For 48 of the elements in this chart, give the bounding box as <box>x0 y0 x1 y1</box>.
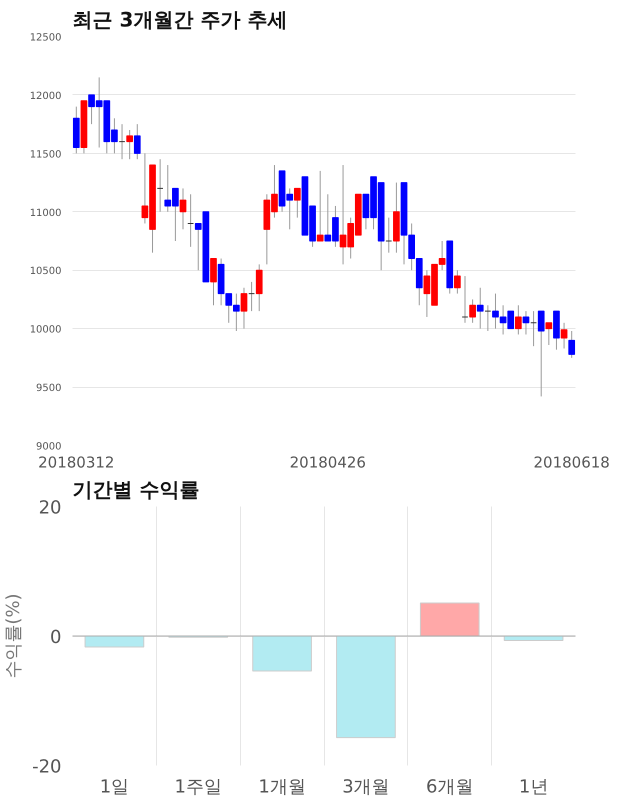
candlestick <box>462 276 468 324</box>
x-tick-label: 1주일 <box>174 776 222 798</box>
candlestick <box>469 298 476 324</box>
candlestick <box>385 217 392 254</box>
candlestick <box>530 310 537 347</box>
candlestick <box>316 170 324 242</box>
y-tick-label: 9500 <box>36 383 62 394</box>
y-tick-label: 10500 <box>30 266 62 278</box>
candlestick <box>156 158 164 212</box>
candlestick <box>545 322 552 346</box>
y-tick-label: 20 <box>38 498 62 518</box>
candlestick <box>514 304 522 335</box>
candlestick <box>568 330 576 358</box>
x-tick-label: 1년 <box>518 776 548 798</box>
candlestick <box>126 129 134 160</box>
candlestick <box>240 287 248 330</box>
y-tick-label: 12500 <box>30 32 62 44</box>
candlestick <box>484 304 492 332</box>
candlestick <box>294 188 301 218</box>
y-tick-label: 11500 <box>30 149 62 160</box>
y-tick-label: -20 <box>32 756 62 778</box>
x-tick-label: 20180618 <box>534 454 610 472</box>
x-tick-label: 1개월 <box>258 776 306 798</box>
candlestick <box>454 270 461 294</box>
x-tick-label: 1일 <box>100 776 130 798</box>
candlestick <box>180 188 186 230</box>
y-tick-label: 12000 <box>30 90 62 102</box>
chart-title: 기간별 수익률 <box>72 478 200 502</box>
y-axis-title: 수익률(%) <box>3 593 24 679</box>
x-tick-label: 20180426 <box>290 454 366 472</box>
candlestick <box>256 264 263 312</box>
candlestick <box>134 124 141 160</box>
candlestick <box>560 322 568 350</box>
y-tick-label: 10000 <box>30 324 62 336</box>
candlestick <box>538 310 545 397</box>
chart-title: 최근 3개월간 주가 추세 <box>72 8 288 32</box>
candlestick <box>210 258 217 306</box>
candlestick <box>522 310 530 335</box>
candlestick <box>476 287 484 330</box>
x-tick-label: 20180312 <box>38 454 114 472</box>
y-tick-label: 11000 <box>30 208 62 219</box>
y-tick-label: 9000 <box>36 442 62 452</box>
y-tick-label: 0 <box>50 627 62 648</box>
x-tick-label: 3개월 <box>342 776 390 798</box>
candlestick <box>118 124 126 160</box>
candlestick <box>187 194 194 248</box>
candlestick <box>248 281 255 312</box>
x-tick-label: 6개월 <box>426 776 474 798</box>
